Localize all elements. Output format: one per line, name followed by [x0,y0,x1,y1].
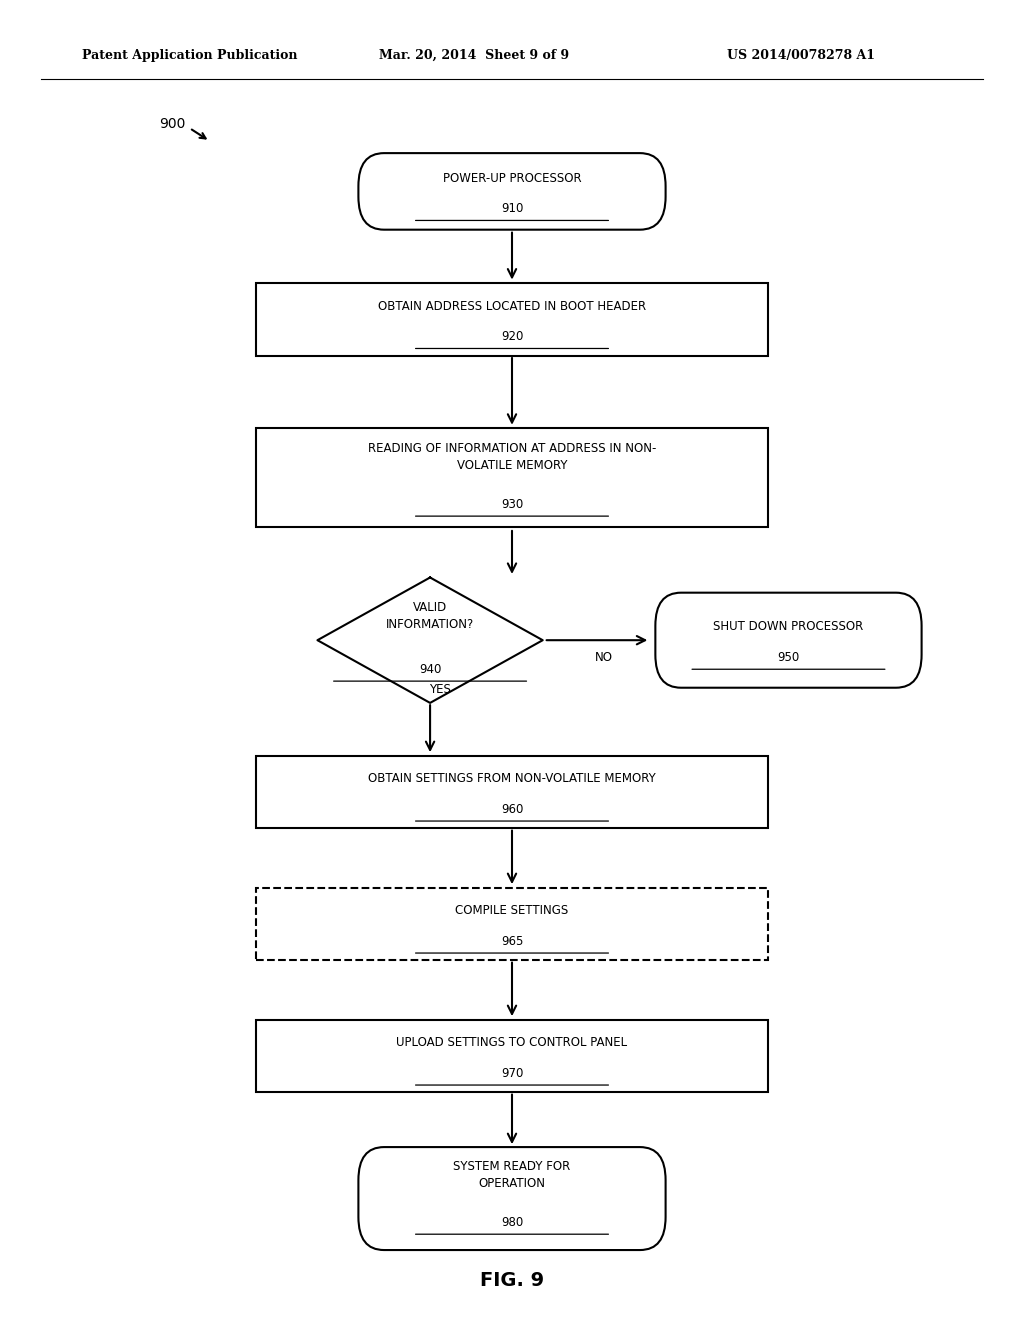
Text: Patent Application Publication: Patent Application Publication [82,49,297,62]
Text: UPLOAD SETTINGS TO CONTROL PANEL: UPLOAD SETTINGS TO CONTROL PANEL [396,1036,628,1049]
Bar [256,428,768,527]
Bar [256,1019,768,1093]
Text: VALID
INFORMATION?: VALID INFORMATION? [386,602,474,631]
Text: 950: 950 [777,651,800,664]
Text: READING OF INFORMATION AT ADDRESS IN NON-
VOLATILE MEMORY: READING OF INFORMATION AT ADDRESS IN NON… [368,442,656,471]
Text: FIG. 9: FIG. 9 [480,1271,544,1290]
Polygon shape [317,578,543,702]
Bar [256,755,768,829]
Text: 980: 980 [501,1216,523,1229]
Text: US 2014/0078278 A1: US 2014/0078278 A1 [727,49,876,62]
Text: 900: 900 [159,117,185,131]
Text: 930: 930 [501,498,523,511]
Text: NO: NO [595,651,613,664]
Bar [256,282,768,355]
Text: SYSTEM READY FOR
OPERATION: SYSTEM READY FOR OPERATION [454,1160,570,1189]
Text: YES: YES [429,682,452,696]
Text: POWER-UP PROCESSOR: POWER-UP PROCESSOR [442,172,582,185]
Bar [256,888,768,961]
Text: SHUT DOWN PROCESSOR: SHUT DOWN PROCESSOR [714,620,863,634]
FancyBboxPatch shape [655,593,922,688]
Text: 940: 940 [419,663,441,676]
Text: 965: 965 [501,935,523,948]
Text: OBTAIN ADDRESS LOCATED IN BOOT HEADER: OBTAIN ADDRESS LOCATED IN BOOT HEADER [378,300,646,313]
FancyBboxPatch shape [358,153,666,230]
Text: 920: 920 [501,330,523,343]
Text: 970: 970 [501,1067,523,1080]
Text: Mar. 20, 2014  Sheet 9 of 9: Mar. 20, 2014 Sheet 9 of 9 [379,49,569,62]
Text: 910: 910 [501,202,523,215]
Text: 960: 960 [501,803,523,816]
Text: COMPILE SETTINGS: COMPILE SETTINGS [456,904,568,917]
Text: OBTAIN SETTINGS FROM NON-VOLATILE MEMORY: OBTAIN SETTINGS FROM NON-VOLATILE MEMORY [368,772,656,785]
FancyBboxPatch shape [358,1147,666,1250]
